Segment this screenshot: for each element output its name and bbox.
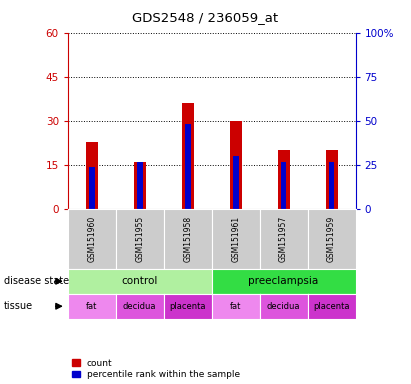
Text: GSM151955: GSM151955	[135, 216, 144, 262]
Text: decidua: decidua	[267, 302, 300, 311]
Text: placenta: placenta	[169, 302, 206, 311]
Text: tissue: tissue	[4, 301, 33, 311]
Text: preeclampsia: preeclampsia	[249, 276, 319, 286]
Bar	[137, 162, 143, 209]
Text: disease state: disease state	[4, 276, 69, 286]
Text: decidua: decidua	[123, 302, 157, 311]
Bar	[233, 156, 238, 209]
Bar	[277, 151, 290, 209]
Bar	[89, 167, 95, 209]
Bar	[281, 162, 286, 209]
Text: GSM151960: GSM151960	[87, 216, 96, 262]
Text: GSM151958: GSM151958	[183, 216, 192, 262]
Text: fat: fat	[86, 302, 97, 311]
Bar	[326, 151, 337, 209]
Text: GSM151959: GSM151959	[327, 216, 336, 262]
Bar	[185, 124, 191, 209]
Text: GSM151957: GSM151957	[279, 216, 288, 262]
Bar	[86, 142, 98, 209]
Text: fat: fat	[230, 302, 241, 311]
Bar	[329, 162, 335, 209]
Text: GSM151961: GSM151961	[231, 216, 240, 262]
Legend: count, percentile rank within the sample: count, percentile rank within the sample	[72, 359, 240, 379]
Bar	[230, 121, 242, 209]
Text: placenta: placenta	[313, 302, 350, 311]
Text: control: control	[122, 276, 158, 286]
Bar	[134, 162, 146, 209]
Text: GDS2548 / 236059_at: GDS2548 / 236059_at	[132, 11, 279, 24]
Bar	[182, 103, 194, 209]
